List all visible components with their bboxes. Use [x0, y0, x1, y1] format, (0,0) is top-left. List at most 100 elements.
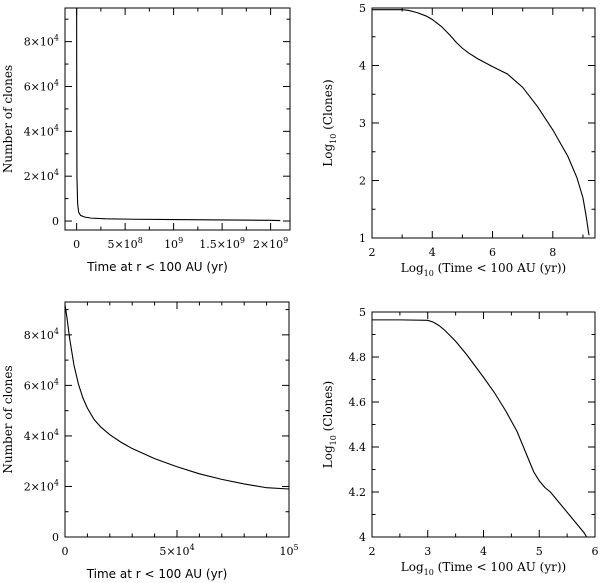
x-tick-label: 4 — [480, 545, 487, 558]
y-tick-label: 6×104 — [24, 78, 59, 93]
x-tick-label-base: 5 — [536, 545, 543, 558]
series-line — [76, 7, 281, 222]
x-tick-label-base: 4 — [480, 545, 487, 558]
x-tick-label-base: 2 — [369, 246, 376, 259]
panel-top-left: 0 5×108 109 1.5×109 2×10902×1044×1046×1048×1… — [1, 7, 291, 274]
y-tick-label-base: 0 — [52, 531, 59, 544]
y-tick-label: 8×104 — [24, 34, 59, 49]
y-tick-label-base: 4×10 — [24, 430, 54, 443]
y-tick-label-base: 5 — [359, 306, 366, 319]
y-tick-label: 4 — [359, 60, 366, 73]
x-tick-label: 0 — [73, 238, 80, 251]
y-tick-label: 4.2 — [349, 486, 367, 499]
y-tick-label: 4 — [359, 531, 366, 544]
x-tick-label: 8 — [549, 246, 556, 259]
plot-frame — [64, 7, 291, 231]
y-tick-label-base: 0 — [52, 215, 59, 228]
x-tick-label-base: 8 — [549, 246, 556, 259]
x-tick-label-base: 6 — [592, 545, 599, 558]
y-tick-label-exp: 4 — [54, 478, 59, 487]
x-tick-label-exp: 9 — [178, 236, 183, 245]
x-axis-label: Time at r < 100 AU (yr) — [86, 567, 228, 581]
y-tick-label-base: 2 — [359, 175, 366, 188]
y-tick-label-base: 4.6 — [349, 396, 367, 409]
y-tick-label-exp: 4 — [54, 168, 59, 177]
y-tick-label: 0 — [52, 215, 59, 228]
y-tick-label: 4×104 — [24, 123, 59, 138]
y-tick-label: 2 — [359, 175, 366, 188]
x-tick-label: 105 — [279, 543, 298, 558]
x-tick-label: 6 — [489, 246, 496, 259]
x-tick-label-base: 1.5×10 — [199, 238, 240, 251]
x-tick-label-base: 0 — [73, 238, 80, 251]
x-tick-label-base: 5×10 — [107, 238, 137, 251]
series-line — [64, 304, 290, 490]
y-tick-label-base: 1 — [359, 232, 366, 245]
series-line — [372, 319, 588, 538]
y-tick-label-base: 6×10 — [24, 80, 54, 93]
x-tick-label: 3 — [424, 545, 431, 558]
y-tick-label: 3 — [359, 117, 366, 130]
series-line — [372, 9, 590, 236]
x-tick-label: 2 — [369, 545, 376, 558]
x-tick-label-base: 4 — [429, 246, 436, 259]
x-axis-label: Log10 (Time < 100 AU (yr)) — [401, 261, 566, 278]
x-tick-label: 2 — [369, 246, 376, 259]
y-tick-label-base: 3 — [359, 117, 366, 130]
x-tick-label: 109 — [164, 236, 183, 251]
y-tick-label-exp: 4 — [54, 327, 59, 336]
plot-frame — [371, 7, 596, 239]
y-tick-label: 2×104 — [24, 478, 59, 493]
y-tick-label: 4.4 — [349, 441, 367, 454]
x-tick-label-exp: 9 — [283, 236, 288, 245]
x-tick-label: 2×109 — [253, 236, 288, 251]
y-tick-label-base: 4 — [359, 531, 366, 544]
y-tick-label: 5 — [359, 306, 366, 319]
x-axis-label: Log10 (Time < 100 AU (yr)) — [401, 560, 566, 577]
y-tick-label: 2×104 — [24, 168, 59, 183]
y-tick-label: 4.6 — [349, 396, 367, 409]
x-tick-label: 4 — [429, 246, 436, 259]
x-tick-label-base: 0 — [62, 545, 69, 558]
x-axis-label: Time at r < 100 AU (yr) — [86, 260, 228, 274]
y-tick-label: 5 — [359, 2, 366, 15]
x-tick-label-base: 10 — [279, 545, 293, 558]
x-tick-label-exp: 8 — [138, 236, 143, 245]
y-tick-label-base: 6×10 — [24, 379, 54, 392]
y-tick-label-base: 4.2 — [349, 486, 367, 499]
x-tick-label: 5×108 — [107, 236, 142, 251]
y-tick-label: 1 — [359, 232, 366, 245]
y-tick-label-base: 2×10 — [24, 480, 54, 493]
x-tick-label-base: 2 — [369, 545, 376, 558]
plot-frame — [371, 311, 596, 538]
y-tick-label-base: 4.4 — [349, 441, 367, 454]
x-tick-label-base: 3 — [424, 545, 431, 558]
x-tick-label: 5 — [536, 545, 543, 558]
y-tick-label-base: 4.8 — [349, 351, 367, 364]
y-axis-label: Log10 (Clones) — [321, 381, 338, 468]
plot-frame — [64, 301, 290, 538]
x-tick-label: 6 — [592, 545, 599, 558]
y-tick-label-base: 4×10 — [24, 125, 54, 138]
x-tick-label-exp: 5 — [293, 543, 298, 552]
x-tick-label: 1.5×109 — [199, 236, 245, 251]
y-tick-label-exp: 4 — [54, 34, 59, 43]
y-tick-label-base: 8×10 — [24, 329, 54, 342]
panel-bottom-right: 2 3 4 5 6 4 4.2 4.4 4.6 4.8 5 Log10 (Time < 100 AU … — [321, 306, 599, 577]
y-tick-label-base: 5 — [359, 2, 366, 15]
y-tick-label-base: 2×10 — [24, 170, 54, 183]
y-axis-label: Number of clones — [1, 365, 15, 473]
y-tick-label-exp: 4 — [54, 377, 59, 386]
y-tick-label-base: 4 — [359, 60, 366, 73]
y-tick-label: 4.8 — [349, 351, 367, 364]
y-tick-label-base: 8×10 — [24, 36, 54, 49]
x-tick-label-exp: 4 — [190, 543, 195, 552]
y-tick-label-exp: 4 — [54, 123, 59, 132]
y-tick-label: 4×104 — [24, 428, 59, 443]
y-tick-label-exp: 4 — [54, 428, 59, 437]
x-tick-label-base: 10 — [164, 238, 178, 251]
x-tick-label-base: 5×10 — [159, 545, 189, 558]
